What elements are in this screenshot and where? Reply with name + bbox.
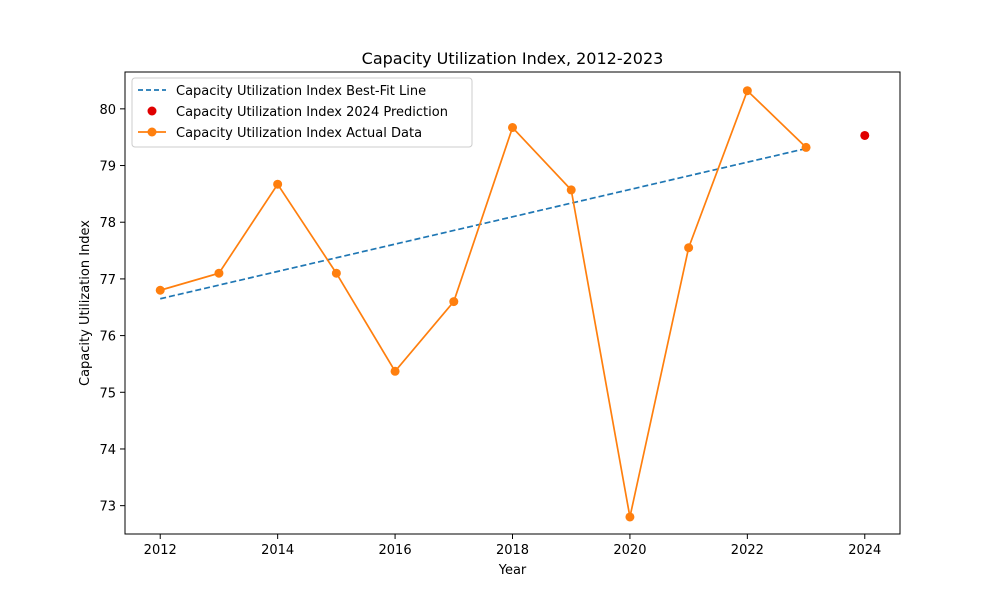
y-tick-label: 79 [99,160,116,175]
actual-data-point [273,179,283,189]
prediction-point [860,130,870,140]
actual-data-point [155,285,165,295]
y-tick-label: 74 [99,443,116,458]
best-fit-line [160,147,807,300]
y-tick-label: 80 [99,103,116,118]
x-axis-label: Year [498,563,527,578]
x-tick-label: 2012 [144,543,177,558]
y-tick-label: 76 [99,330,116,345]
actual-data-point [214,268,224,278]
legend-marker-prediction [147,106,157,116]
y-tick-label: 78 [99,216,116,231]
y-tick-label: 77 [99,273,116,288]
actual-data-line [159,89,807,518]
chart-title: Capacity Utilization Index, 2012-2023 [362,49,664,68]
legend: Capacity Utilization Index Best-Fit Line… [131,77,473,148]
actual-data-point [331,268,341,278]
legend-label-actual: Capacity Utilization Index Actual Data [176,126,422,141]
legend-label-best-fit: Capacity Utilization Index Best-Fit Line [176,84,426,99]
y-tick-label: 75 [99,386,116,401]
x-tick-label: 2022 [731,543,764,558]
actual-data-point [801,142,811,152]
actual-data-point [566,185,576,195]
actual-data-point [449,297,459,307]
actual-data-point [742,86,752,96]
x-tick-label: 2020 [613,543,646,558]
x-tick-label: 2024 [848,543,881,558]
x-tick-label: 2014 [261,543,294,558]
legend-box [131,77,473,148]
x-tick-label: 2016 [379,543,412,558]
actual-data-point [684,243,694,253]
x-tick-label: 2018 [496,543,529,558]
actual-data-point [390,366,400,376]
legend-marker-actual-point [147,127,157,137]
legend-label-prediction: Capacity Utilization Index 2024 Predicti… [176,105,448,120]
actual-data-point [625,512,635,522]
y-tick-label: 73 [99,500,116,515]
y-axis-label: Capacity Utilization Index [78,220,93,386]
actual-data-point [508,123,517,133]
